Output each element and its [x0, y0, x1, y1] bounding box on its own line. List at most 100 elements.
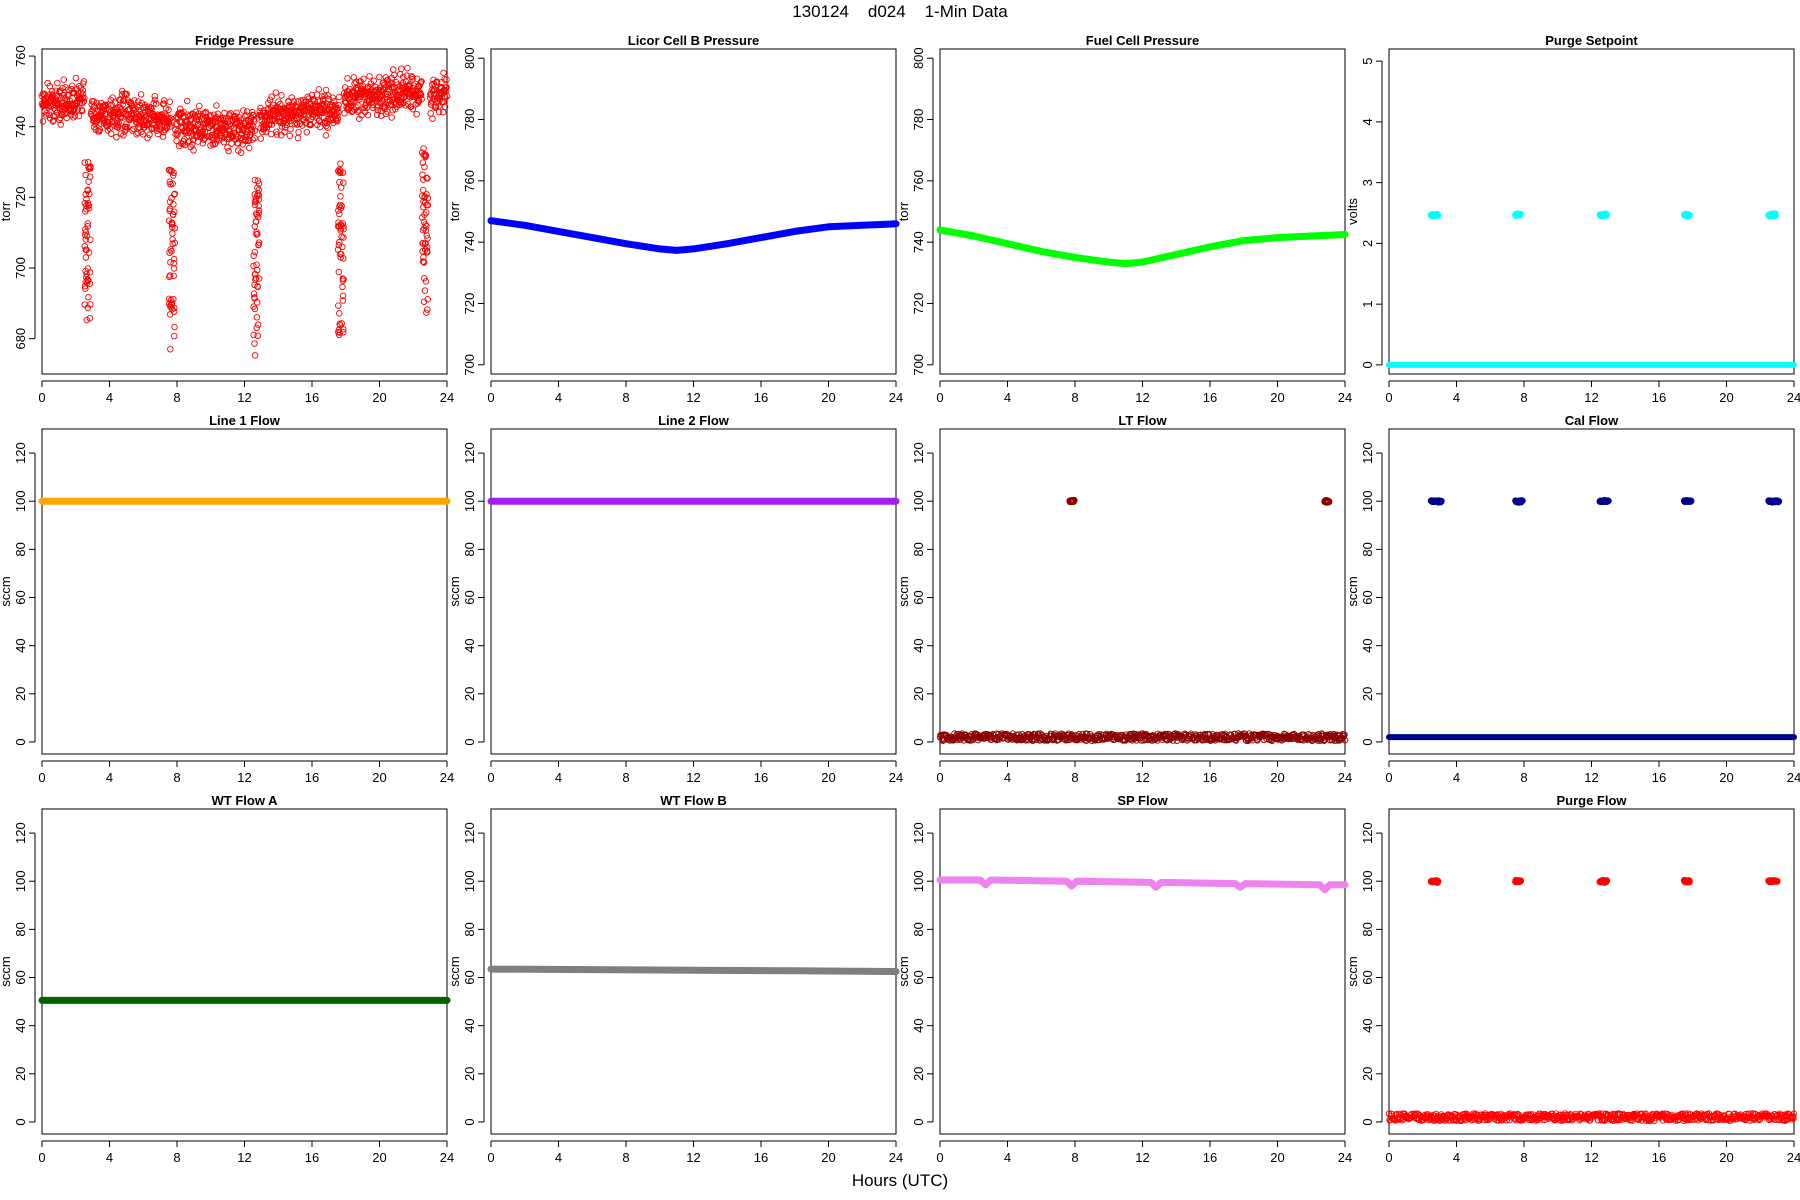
panel-12: Purge Flow 0 4 8 12 16 20 24 0 20 40 60 80 100 120 sccm [1345, 793, 1800, 1165]
drop-point [339, 328, 347, 336]
x-tick-label: 4 [555, 390, 562, 405]
data-point [54, 97, 62, 104]
drop-point [168, 247, 175, 255]
data-point [249, 123, 257, 130]
data-point [319, 100, 326, 108]
data-point [408, 72, 415, 80]
x-tick-label: 24 [1787, 770, 1800, 785]
series-line [936, 226, 1349, 268]
drop-point [252, 218, 260, 225]
drop-point [421, 211, 428, 218]
cluster-point [1434, 877, 1442, 885]
y-tick-label: 20 [462, 687, 477, 701]
cluster-point [1603, 211, 1611, 218]
drop-point [86, 280, 94, 287]
data-point [71, 105, 78, 113]
data-point [146, 131, 153, 138]
y-axis: 0 20 40 60 80 100 120 [911, 822, 934, 1126]
x-axis: 0 4 8 12 16 20 24 [38, 1140, 454, 1165]
drop-point [169, 180, 176, 187]
drop-point [166, 207, 173, 215]
drop-point [339, 283, 346, 291]
drop-point [251, 223, 259, 230]
data-point [226, 111, 233, 118]
y-tick-label: 700 [911, 354, 926, 376]
data-point [79, 87, 87, 94]
data-point [63, 114, 70, 122]
drop-point [170, 295, 177, 303]
drop-point [170, 201, 177, 208]
x-tick-label: 24 [440, 770, 454, 785]
cluster-point [1775, 497, 1783, 505]
data-point [290, 98, 297, 105]
data-point [329, 94, 337, 101]
y-axis: 0 20 40 60 80 100 120 [462, 822, 485, 1126]
x-tick-label: 4 [106, 390, 113, 405]
panel-title: SP Flow [1117, 793, 1168, 808]
data-point [251, 127, 259, 134]
y-tick-label: 40 [911, 638, 926, 652]
x-tick-label: 4 [1453, 770, 1460, 785]
drop-point [251, 248, 259, 256]
drop-point [337, 227, 344, 234]
drop-point [423, 249, 431, 256]
x-tick-label: 16 [305, 770, 319, 785]
baseline-point [1233, 734, 1240, 741]
data-point [429, 115, 436, 122]
y-tick-label: 100 [462, 870, 477, 892]
x-tick-label: 0 [487, 390, 494, 405]
data-point [166, 123, 174, 130]
baseline-point [1341, 736, 1349, 744]
drop-point [255, 207, 263, 214]
data-point [287, 125, 294, 133]
drop-point [254, 177, 262, 184]
series-line [487, 217, 900, 254]
data-point [273, 128, 280, 135]
drop-point [81, 231, 89, 239]
data-point [272, 89, 280, 96]
data-point [352, 78, 360, 86]
x-axis: 0 4 8 12 16 20 24 [38, 760, 454, 785]
drop-point [334, 167, 342, 175]
x-tick-label: 16 [1652, 1150, 1666, 1165]
data-point [120, 96, 128, 104]
y-tick-label: 0 [462, 738, 477, 745]
y-tick-label: 100 [911, 490, 926, 512]
x-tick-label: 16 [1203, 770, 1217, 785]
y-tick-label: 40 [1360, 1018, 1375, 1032]
y-tick-label: 100 [462, 490, 477, 512]
drop-point [86, 314, 94, 322]
data-point [213, 102, 220, 109]
y-axis: 700 720 740 760 780 800 [911, 47, 934, 376]
y-tick-label: 780 [911, 109, 926, 131]
data-point [111, 99, 119, 106]
data-point [246, 144, 253, 152]
data-point [276, 113, 283, 120]
drop-point [337, 160, 344, 167]
drop-point [419, 258, 427, 265]
y-tick-label: 120 [462, 442, 477, 464]
data-point [442, 94, 449, 101]
y-axis-label: sccm [896, 956, 911, 986]
y-tick-label: 5 [1360, 58, 1375, 65]
x-tick-label: 8 [1071, 1150, 1078, 1165]
panel-title: Fridge Pressure [195, 33, 294, 48]
data-point [418, 95, 425, 103]
x-tick-label: 16 [1652, 390, 1666, 405]
y-tick-label: 100 [13, 490, 28, 512]
drop-point [170, 272, 177, 280]
x-tick-label: 8 [1520, 390, 1527, 405]
data-point [323, 122, 330, 130]
cluster-point [1687, 497, 1695, 505]
panel-8: Cal Flow 0 4 8 12 16 20 24 0 20 40 60 80 100 120 sccm [1345, 413, 1800, 785]
data-point [74, 106, 82, 113]
y-tick-label: 0 [911, 738, 926, 745]
panel-title: Cal Flow [1565, 413, 1619, 428]
cluster-point [1685, 878, 1693, 886]
x-axis-label: Hours (UTC) [851, 1171, 949, 1190]
data-point [334, 104, 342, 112]
y-tick-label: 740 [13, 116, 28, 138]
drop-point [83, 274, 90, 281]
data-point [68, 82, 76, 90]
